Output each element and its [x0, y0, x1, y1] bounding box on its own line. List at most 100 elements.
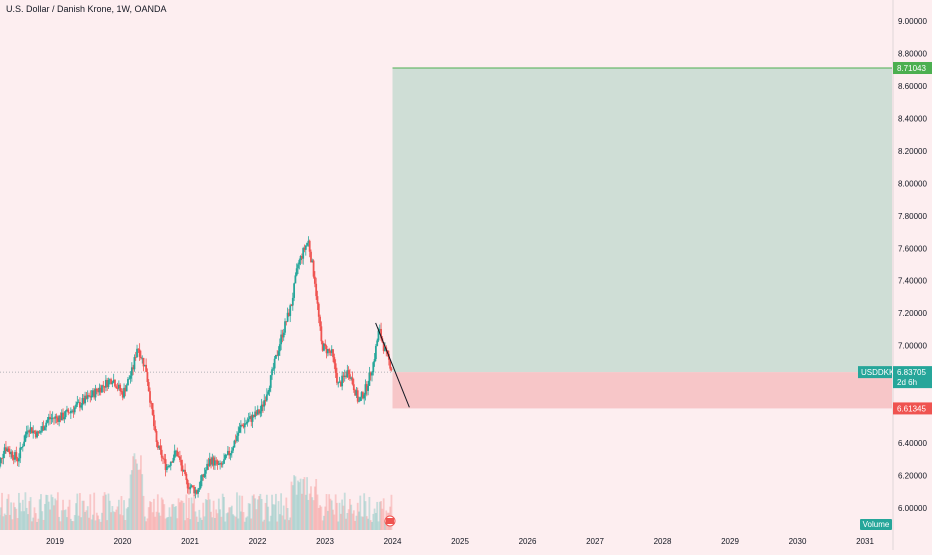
candle-body [152, 403, 154, 415]
candle-body [267, 391, 269, 394]
candle-body [19, 448, 21, 459]
time-tick-label: 2026 [519, 537, 537, 546]
candle-body [315, 284, 317, 296]
candle-body [314, 277, 316, 284]
time-tick-label: 2023 [316, 537, 334, 546]
candle-body [306, 243, 308, 246]
candle-body [305, 246, 307, 250]
candle-body [47, 420, 49, 423]
candle-body [372, 362, 374, 372]
candle-body [65, 411, 67, 417]
price-tick-label: 6.00000 [898, 504, 927, 513]
price-tick-label: 8.40000 [898, 114, 927, 123]
price-tick-label: 8.00000 [898, 179, 927, 188]
candle-body [328, 349, 330, 351]
candle-body [222, 464, 224, 465]
candle-body [134, 357, 136, 369]
time-tick-label: 2028 [654, 537, 672, 546]
price-tick-label: 9.00000 [898, 17, 927, 26]
candle-body [333, 357, 335, 363]
candle-body [218, 464, 220, 465]
time-tick-label: 2031 [856, 537, 874, 546]
candle-body [233, 441, 235, 448]
chart-title: U.S. Dollar / Danish Krone, 1W, OANDA [6, 4, 167, 14]
candle-body [63, 417, 65, 419]
candle-body [375, 346, 377, 359]
candle-body [217, 461, 219, 465]
price-tick-label: 8.80000 [898, 49, 927, 58]
time-tick-label: 2020 [114, 537, 132, 546]
candle-body [226, 455, 228, 456]
stop-price-value: 6.61345 [897, 404, 926, 413]
candle-body [187, 480, 189, 488]
candle-body [1, 458, 3, 459]
candle-body [246, 422, 248, 424]
candle-body [2, 454, 4, 458]
candle-body [161, 450, 163, 458]
candle-body [391, 369, 393, 370]
candle-body [184, 470, 186, 474]
candle-body [22, 446, 24, 447]
candle-body [111, 382, 113, 383]
candle-body [336, 373, 338, 383]
time-tick-label: 2024 [384, 537, 402, 546]
volume-indicator-label[interactable]: Volume [860, 519, 892, 530]
candle-body [67, 410, 69, 413]
candle-body [239, 427, 241, 432]
candle-body [23, 442, 25, 447]
candle-body [332, 349, 334, 357]
candle-body [96, 389, 98, 391]
candle-body [114, 380, 116, 386]
price-tick-label: 7.00000 [898, 342, 927, 351]
candle-body [147, 372, 149, 382]
candle-body [348, 370, 350, 374]
price-tick-label: 7.60000 [898, 244, 927, 253]
candle-body [139, 350, 141, 357]
candle-body [176, 451, 178, 456]
time-tick-label: 2021 [181, 537, 199, 546]
candle-body [74, 407, 76, 412]
candle-body [205, 470, 207, 474]
candle-body [237, 433, 239, 436]
candle-body [272, 368, 274, 369]
candle-body [115, 386, 117, 388]
candle-body [200, 481, 202, 488]
candle-body [179, 457, 181, 460]
candle-body [119, 385, 121, 391]
candle-body [185, 474, 187, 480]
candle-body [371, 372, 373, 375]
candle-body [319, 317, 321, 327]
candle-body [34, 431, 36, 432]
candle-body [289, 305, 291, 316]
candle-body [270, 375, 272, 388]
candle-body [26, 431, 28, 434]
candle-body [127, 379, 129, 385]
time-tick-label: 2029 [721, 537, 739, 546]
candle-body [320, 326, 322, 341]
candle-body [166, 467, 168, 470]
candle-body [297, 264, 299, 268]
candle-body [156, 431, 158, 442]
time-tick-label: 2027 [586, 537, 604, 546]
candle-body [39, 433, 41, 434]
flag-event-icon [385, 516, 395, 526]
candles [0, 236, 392, 498]
candle-body [313, 261, 315, 277]
candle-body [15, 452, 17, 458]
candle-body [230, 453, 232, 455]
candle-body [88, 395, 90, 396]
candle-body [174, 451, 176, 458]
price-tick-label: 8.60000 [898, 82, 927, 91]
candle-body [310, 252, 312, 262]
candle-body [269, 388, 271, 392]
candle-body [180, 460, 182, 466]
candle-body [293, 283, 295, 298]
target-price-value: 8.71043 [897, 64, 926, 73]
candle-body [108, 380, 110, 387]
candle-body [224, 455, 226, 459]
time-tick-label: 2030 [789, 537, 807, 546]
candle-body [162, 458, 164, 459]
candle-body [56, 416, 58, 417]
